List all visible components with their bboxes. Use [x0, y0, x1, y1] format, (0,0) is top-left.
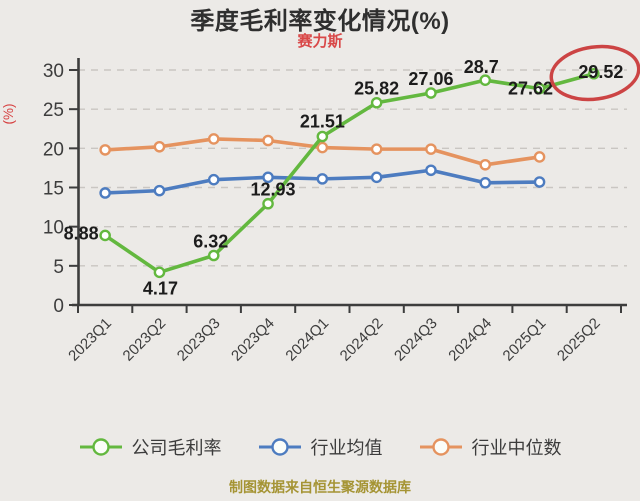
data-point [316, 141, 329, 154]
x-tick-label: 2024Q2 [337, 315, 387, 365]
legend-marker-icon [419, 438, 462, 456]
x-tick-label: 2024Q1 [282, 315, 332, 365]
legend-label: 行业均值 [310, 438, 383, 458]
legend-item-industry-median[interactable]: 行业中位数 [419, 434, 562, 460]
data-point [479, 74, 492, 86]
point-value-label: 4.17 [143, 278, 178, 298]
point-value-label: 21.51 [300, 112, 345, 132]
data-point [425, 87, 437, 99]
series-industry-median [99, 133, 546, 171]
data-point [207, 249, 220, 262]
y-tick-label: 10 [43, 218, 64, 239]
data-point [533, 82, 546, 95]
data-point [316, 130, 329, 143]
y-tick-label: 25 [43, 100, 64, 121]
legend-label: 行业中位数 [471, 438, 562, 458]
data-point [99, 144, 111, 156]
data-point [262, 171, 274, 184]
point-value-label: 12.93 [251, 180, 296, 200]
data-point [207, 133, 220, 145]
point-value-label: 27.06 [408, 69, 453, 89]
data-point [425, 143, 437, 155]
y-axis-unit-label: (%) [1, 104, 16, 125]
x-tick-label: 2024Q3 [391, 315, 441, 365]
data-point [153, 184, 166, 197]
data-point [153, 140, 166, 153]
y-tick-label: 30 [43, 61, 64, 82]
legend-marker-icon [258, 438, 301, 456]
data-point [370, 171, 383, 184]
legend-marker-icon [79, 438, 122, 456]
series-industry-average [99, 164, 546, 199]
y-tick-label: 5 [53, 257, 64, 278]
highlight-ellipse [549, 44, 640, 102]
x-tick-label: 2024Q4 [445, 315, 495, 365]
data-point [99, 229, 111, 242]
data-point [588, 67, 600, 80]
x-tick-label: 2023Q3 [174, 315, 224, 365]
y-tick-label: 0 [53, 296, 64, 317]
chart-subtitle: 赛力斯 [297, 33, 343, 50]
x-tick-label: 2023Q4 [228, 315, 278, 365]
data-point [262, 134, 274, 147]
legend-item-industry-average[interactable]: 行业均值 [258, 434, 383, 460]
data-point [479, 176, 492, 189]
y-tick-label: 20 [43, 139, 64, 160]
point-value-label: 25.82 [354, 79, 399, 99]
data-point [425, 164, 437, 177]
chart-title: 季度毛利率变化情况(%) [190, 8, 450, 35]
point-value-label: 27.62 [508, 79, 553, 99]
x-tick-label: 2025Q2 [554, 315, 604, 365]
legend: 公司毛利率 行业均值 行业中位数 [0, 434, 640, 460]
point-value-label: 8.88 [64, 223, 99, 243]
data-point [99, 187, 111, 199]
data-point [479, 158, 492, 171]
data-point [316, 173, 329, 185]
data-point [207, 173, 220, 186]
x-tick-label: 2025Q1 [500, 315, 550, 365]
data-point [533, 151, 546, 163]
data-point [370, 143, 383, 155]
point-value-label: 29.52 [578, 62, 623, 82]
data-point [262, 197, 274, 210]
legend-label: 公司毛利率 [131, 438, 222, 458]
data-point [370, 96, 383, 109]
y-tick-label: 15 [43, 179, 64, 200]
data-source-note: 制图数据来自恒生聚源数据库 [229, 479, 411, 495]
data-point [153, 266, 166, 279]
point-value-label: 6.32 [193, 231, 228, 251]
legend-item-company-gross-margin[interactable]: 公司毛利率 [79, 434, 222, 460]
series-line [103, 71, 596, 275]
data-point [533, 176, 546, 188]
series-company-gross-margin [99, 67, 600, 279]
point-value-label: 28.7 [464, 57, 499, 77]
x-tick-label: 2023Q2 [120, 315, 170, 365]
x-tick-label: 2023Q1 [65, 315, 115, 365]
